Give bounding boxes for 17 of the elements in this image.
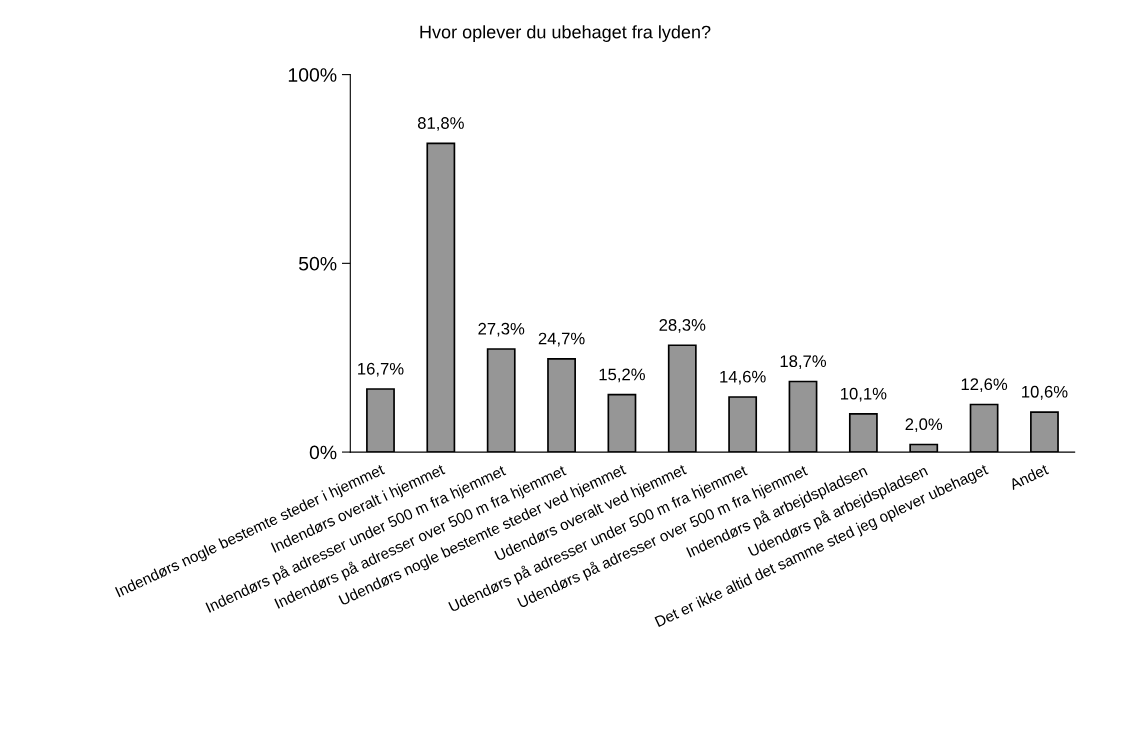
x-tick-label: Andet <box>1008 463 1050 491</box>
data-label: 16,7% <box>358 362 404 377</box>
data-label: 28,3% <box>659 319 706 333</box>
y-tick-label: 100% <box>288 68 337 82</box>
y-tick-label: 0% <box>309 445 337 460</box>
data-label: 18,7% <box>780 355 827 370</box>
data-label: 24,7% <box>538 332 585 347</box>
data-label: 14,6% <box>720 370 766 385</box>
data-label: 15,2% <box>599 368 645 383</box>
data-label: 81,8% <box>417 117 464 131</box>
data-label: 2,0% <box>905 418 943 433</box>
data-label: 10,1% <box>841 387 887 402</box>
data-label: 12,6% <box>961 378 1008 393</box>
chart-title: Hvor oplever du ubehaget fra lyden? <box>420 25 711 42</box>
data-label: 10,6% <box>1022 385 1068 400</box>
y-tick-label: 50% <box>298 256 337 271</box>
data-label: 27,3% <box>478 322 525 337</box>
